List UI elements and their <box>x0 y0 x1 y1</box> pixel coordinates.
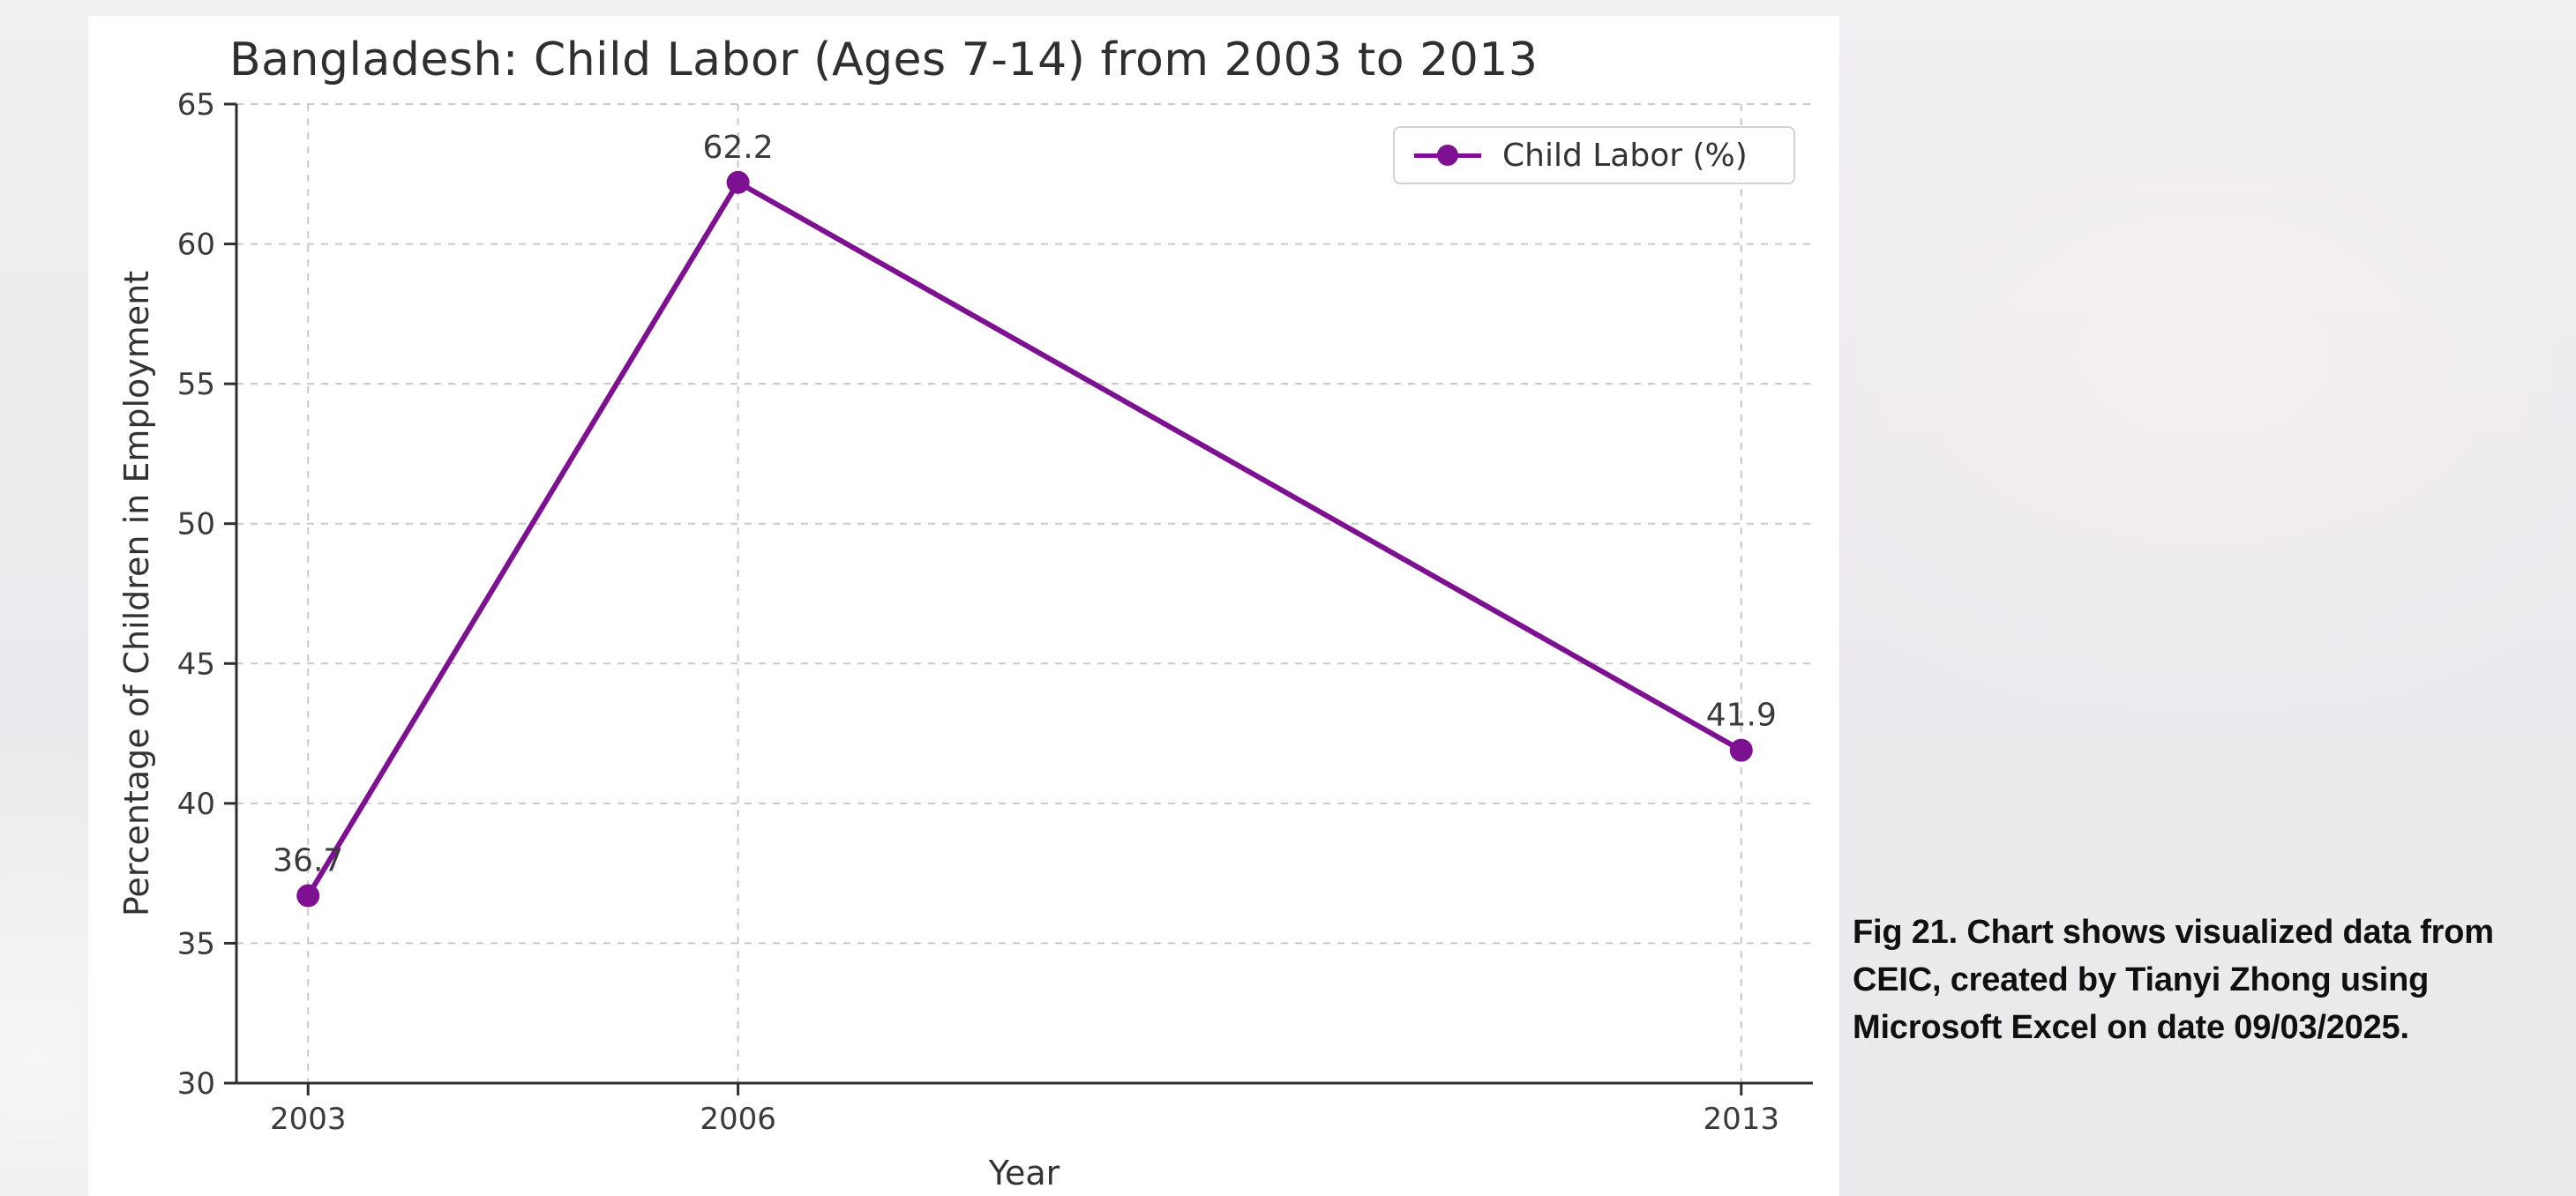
legend-line-marker-icon <box>1414 144 1481 167</box>
y-tick-label: 40 <box>177 787 215 822</box>
chart-figure: Bangladesh: Child Labor (Ages 7-14) from… <box>88 16 1839 1196</box>
y-tick-label: 35 <box>177 926 215 961</box>
legend-box: Child Labor (%) <box>1393 126 1795 184</box>
x-tick-label: 2006 <box>700 1102 776 1137</box>
series-line <box>305 179 1743 898</box>
figure-caption: Fig 21. Chart shows visualized data from… <box>1853 914 2494 1046</box>
data-point-marker <box>726 170 750 194</box>
x-tick-label: 2003 <box>270 1102 347 1137</box>
data-point-label: 62.2 <box>703 130 774 166</box>
y-tick-label: 65 <box>177 87 215 123</box>
data-point-label: 36.7 <box>273 843 343 879</box>
legend-circle-marker-icon <box>1437 145 1458 166</box>
x-axis-label: Year <box>988 1154 1060 1192</box>
data-point-marker <box>296 884 320 908</box>
y-tick-label: 50 <box>177 507 215 542</box>
data-point-marker <box>1729 738 1753 762</box>
data-point-label: 41.9 <box>1706 698 1777 734</box>
y-axis-label: Percentage of Children in Employment <box>117 270 156 917</box>
y-tick-label: 60 <box>177 228 215 263</box>
y-tick-label: 30 <box>177 1066 215 1102</box>
y-tick-label: 45 <box>177 647 215 682</box>
legend-entry-label: Child Labor (%) <box>1502 137 1748 174</box>
line-chart-canvas: 30 35 40 45 50 55 60 65 2003 2006 2013 36.7 62.2 41.9 <box>177 87 1813 1137</box>
chart-title: Bangladesh: Child Labor (Ages 7-14) from… <box>229 34 1539 86</box>
x-tick-label: 2013 <box>1704 1102 1780 1137</box>
y-tick-label: 55 <box>177 367 215 402</box>
